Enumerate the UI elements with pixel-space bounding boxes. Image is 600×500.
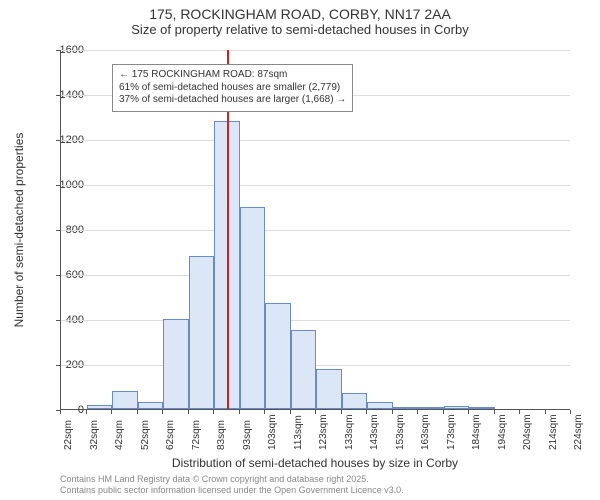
y-tick	[56, 140, 60, 141]
gridline	[61, 140, 570, 141]
x-tick	[86, 410, 87, 414]
histogram-bar	[163, 319, 189, 409]
gridline	[61, 275, 570, 276]
y-tick	[56, 320, 60, 321]
x-tick-label: 32sqm	[89, 420, 100, 450]
histogram-bar	[444, 406, 470, 409]
reference-legend: ← 175 ROCKINGHAM ROAD: 87sqm 61% of semi…	[112, 64, 353, 112]
y-tick	[56, 230, 60, 231]
x-tick	[519, 410, 520, 414]
x-tick	[443, 410, 444, 414]
x-tick	[570, 410, 571, 414]
y-tick-label: 0	[78, 404, 84, 416]
x-tick-label: 72sqm	[191, 420, 202, 450]
histogram-bar	[87, 405, 113, 410]
histogram-bar	[393, 407, 419, 409]
histogram-bar	[240, 207, 266, 410]
x-tick	[315, 410, 316, 414]
histogram-bar	[469, 407, 495, 409]
x-tick	[545, 410, 546, 414]
y-tick	[56, 95, 60, 96]
x-tick-label: 113sqm	[293, 415, 304, 450]
title-block: 175, ROCKINGHAM ROAD, CORBY, NN17 2AA Si…	[0, 0, 600, 37]
gridline	[61, 230, 570, 231]
x-tick	[264, 410, 265, 414]
gridline	[61, 50, 570, 51]
x-axis-label: Distribution of semi-detached houses by …	[60, 456, 570, 470]
x-tick-label: 42sqm	[114, 420, 125, 450]
x-tick	[162, 410, 163, 414]
x-tick-label: 62sqm	[165, 420, 176, 450]
x-tick	[239, 410, 240, 414]
x-tick-label: 173sqm	[446, 414, 457, 450]
x-tick	[468, 410, 469, 414]
x-tick	[111, 410, 112, 414]
x-tick-label: 184sqm	[471, 414, 482, 450]
histogram-bar	[138, 402, 164, 409]
y-axis-label: Number of semi-detached properties	[12, 133, 26, 328]
chart-subtitle: Size of property relative to semi-detach…	[0, 22, 600, 37]
histogram-bar	[316, 369, 342, 410]
x-tick-label: 194sqm	[497, 414, 508, 450]
x-tick-label: 204sqm	[522, 414, 533, 450]
x-tick	[290, 410, 291, 414]
y-tick	[56, 50, 60, 51]
gridline	[61, 185, 570, 186]
x-tick	[60, 410, 61, 414]
x-tick	[188, 410, 189, 414]
x-tick-label: 163sqm	[420, 414, 431, 450]
attribution-line-2: Contains public sector information licen…	[60, 485, 570, 496]
histogram-bar	[367, 402, 393, 409]
x-tick-label: 143sqm	[369, 414, 380, 450]
x-tick	[213, 410, 214, 414]
x-tick-label: 22sqm	[63, 420, 74, 450]
legend-line-2: 61% of semi-detached houses are smaller …	[119, 82, 346, 95]
x-tick-label: 52sqm	[140, 420, 151, 450]
x-tick-label: 103sqm	[267, 414, 278, 450]
x-tick-label: 123sqm	[318, 414, 329, 450]
x-tick	[417, 410, 418, 414]
histogram-bar	[418, 407, 444, 409]
x-tick-label: 133sqm	[344, 414, 355, 450]
x-tick-label: 214sqm	[548, 414, 559, 450]
histogram-bar	[342, 393, 368, 409]
attribution-line-1: Contains HM Land Registry data © Crown c…	[60, 474, 570, 485]
x-tick-label: 224sqm	[573, 414, 584, 450]
y-tick	[56, 365, 60, 366]
x-tick	[494, 410, 495, 414]
x-tick-label: 83sqm	[216, 420, 227, 450]
x-tick	[392, 410, 393, 414]
legend-line-1: ← 175 ROCKINGHAM ROAD: 87sqm	[119, 69, 346, 82]
attribution: Contains HM Land Registry data © Crown c…	[60, 474, 570, 496]
histogram-bar	[291, 330, 317, 409]
x-tick	[137, 410, 138, 414]
chart-title: 175, ROCKINGHAM ROAD, CORBY, NN17 2AA	[0, 6, 600, 22]
y-tick	[56, 185, 60, 186]
x-tick	[366, 410, 367, 414]
y-tick	[56, 275, 60, 276]
histogram-bar	[265, 303, 291, 409]
gridline	[61, 320, 570, 321]
x-tick-label: 153sqm	[395, 414, 406, 450]
x-tick-label: 93sqm	[242, 420, 253, 450]
legend-line-3: 37% of semi-detached houses are larger (…	[119, 94, 346, 107]
histogram-bar	[189, 256, 215, 409]
x-tick	[341, 410, 342, 414]
histogram-bar	[112, 391, 138, 409]
